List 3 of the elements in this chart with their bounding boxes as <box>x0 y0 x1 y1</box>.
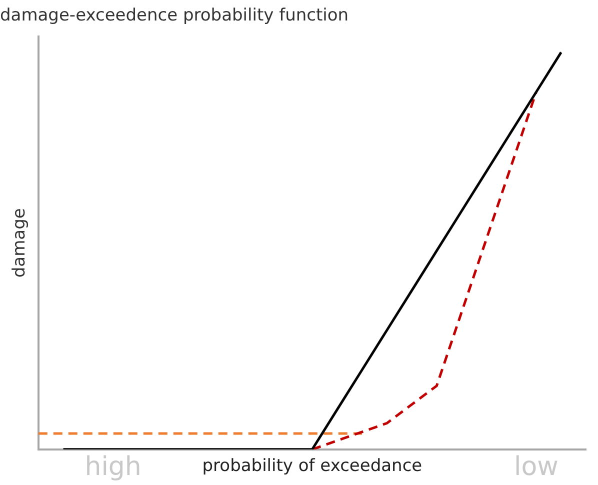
y-axis-title: damage <box>10 208 30 278</box>
x-axis-title: probability of exceedance <box>202 456 422 476</box>
chart-title: damage-exceedence probability function <box>0 6 349 26</box>
